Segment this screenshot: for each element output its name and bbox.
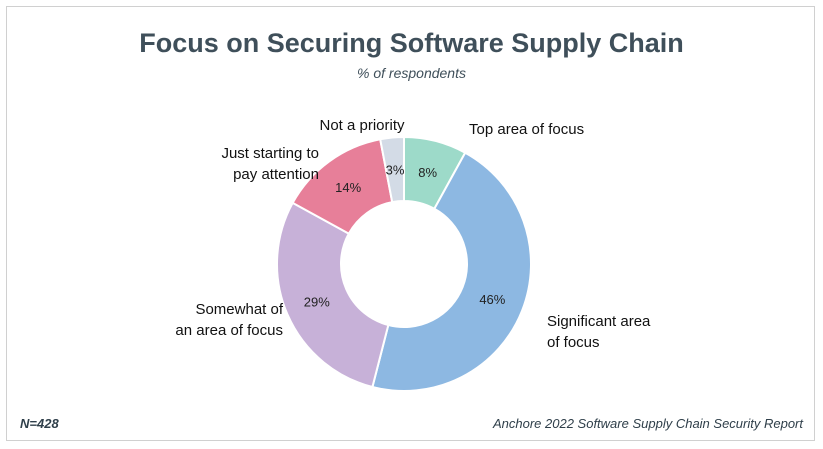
chart-title: Focus on Securing Software Supply Chain xyxy=(139,28,684,58)
sample-size: N=428 xyxy=(20,416,59,431)
value-label-top-area: 8% xyxy=(418,165,437,180)
chart-subtitle: % of respondents xyxy=(357,65,466,81)
slice-somewhat-area xyxy=(276,201,390,389)
category-label-top-area: Top area of focus xyxy=(469,121,584,138)
slice-significant-area xyxy=(371,151,532,392)
value-label-just-starting: 14% xyxy=(335,180,361,195)
category-label-not-priority: Not a priority xyxy=(319,117,405,134)
category-label-just-starting: Just starting to pay attention xyxy=(221,145,319,183)
source-note: Anchore 2022 Software Supply Chain Secur… xyxy=(492,416,803,431)
slice-not-priority xyxy=(379,135,405,204)
value-label-significant-area: 46% xyxy=(479,292,505,307)
category-label-significant-area: Significant area of focus xyxy=(547,313,651,351)
chart-frame xyxy=(6,6,815,441)
category-label-somewhat-area: Somewhat of an area of focus xyxy=(175,301,283,339)
value-label-not-priority: 3% xyxy=(386,162,405,177)
value-label-somewhat-area: 29% xyxy=(304,295,330,310)
